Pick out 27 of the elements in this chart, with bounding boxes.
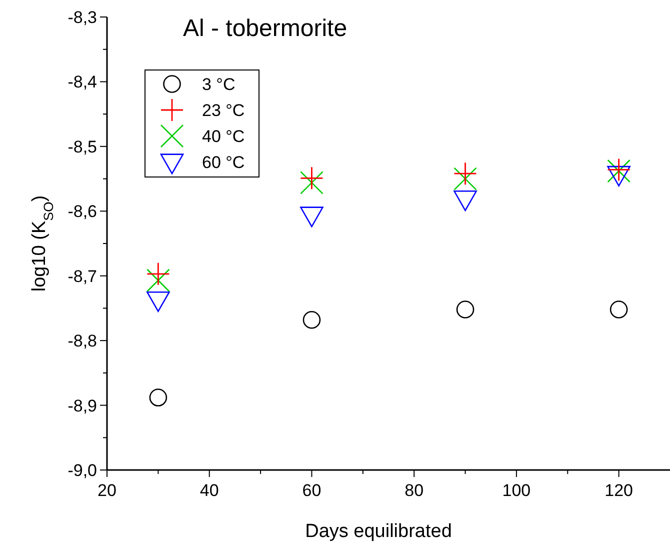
point [456, 300, 474, 318]
point [610, 300, 628, 318]
point [147, 262, 170, 285]
x-tick-label: 40 [200, 481, 219, 500]
legend-label: 60 °C [202, 153, 245, 172]
y-tick-label: -8,9 [68, 396, 97, 416]
legend-label: 23 °C [202, 101, 245, 120]
y-tick-label: -8,4 [68, 72, 97, 92]
point [300, 167, 323, 190]
legend-label: 3 °C [202, 75, 236, 94]
point [302, 310, 321, 329]
y-tick-label: -8,7 [68, 266, 97, 286]
y-tick-label: -8,6 [68, 202, 97, 222]
y-tick-label: -8,5 [68, 137, 97, 156]
x-tick-label: 60 [302, 481, 322, 500]
x-tick-label: 100 [502, 481, 531, 500]
y-tick-label: -9,0 [68, 461, 97, 480]
point [149, 388, 168, 406]
x-tick-label: 120 [604, 481, 634, 500]
x-axis-title: Days equilibrated [305, 521, 452, 542]
x-tick-label: 80 [404, 481, 424, 500]
y-tick-label: -8,3 [68, 8, 97, 27]
x-tick-label: 20 [98, 481, 116, 500]
y-tick-label: -8,8 [68, 332, 97, 351]
legend-label: 40 °C [202, 127, 245, 146]
point [454, 162, 476, 185]
chart-title: Al - tobermorite [183, 15, 348, 42]
